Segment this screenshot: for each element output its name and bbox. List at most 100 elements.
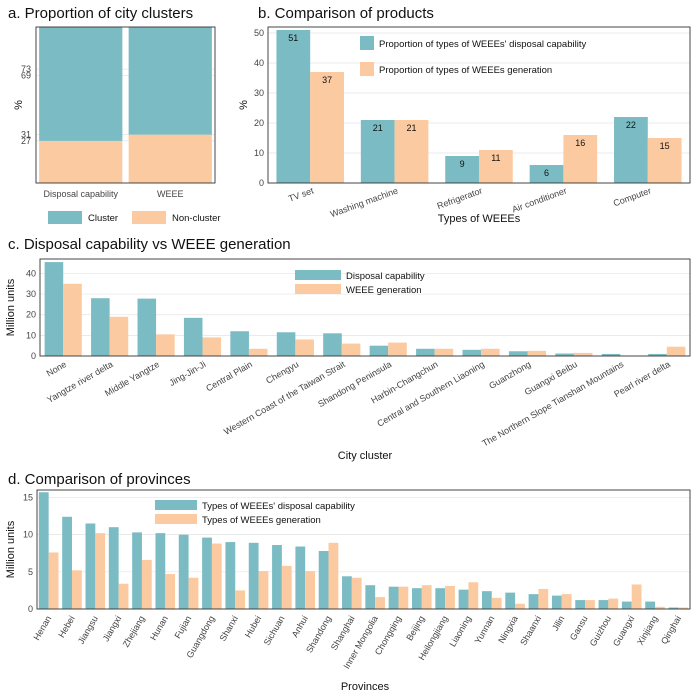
panel-d-bar-generation bbox=[141, 559, 152, 609]
panel-d-bar-disposal bbox=[295, 546, 306, 609]
panel-c-bar-disposal bbox=[601, 353, 621, 356]
panel-b-xtick-label: Washing machine bbox=[329, 185, 399, 219]
panel-d-xtick-label: Ningxia bbox=[496, 614, 520, 645]
panel-d-ytick-label: 0 bbox=[28, 604, 33, 614]
panel-b-bar-disposal bbox=[614, 117, 648, 183]
panel-d-bar-disposal bbox=[481, 591, 492, 609]
panel-a-bar-noncluster bbox=[39, 140, 123, 183]
panel-a-legend-label-noncluster: Non-cluster bbox=[172, 213, 221, 224]
panel-b-bar-generation bbox=[563, 135, 598, 183]
panel-d-bar-generation bbox=[468, 582, 479, 609]
panel-b-xtick-label: TV set bbox=[287, 185, 315, 203]
panel-d-xtick-label: Henan bbox=[31, 614, 53, 642]
panel-d-xtick-label: Fujian bbox=[172, 614, 193, 640]
panel-d-bar-generation bbox=[608, 598, 619, 609]
panel-a-ytick-label: 31 bbox=[21, 130, 31, 140]
panel-d-legend-label-disposal: Types of WEEEs' disposal capability bbox=[202, 501, 355, 512]
panel-d-bar-disposal bbox=[365, 585, 376, 609]
panel-b-legend-swatch-disposal bbox=[360, 36, 374, 50]
panel-c-bar-disposal bbox=[323, 333, 342, 356]
panel-a-legend-label-cluster: Cluster bbox=[88, 213, 118, 224]
panel-d-xtick-label: Anhui bbox=[290, 614, 310, 639]
panel-c-bar-disposal bbox=[44, 262, 64, 356]
panel-a-ytick-label: 27 bbox=[21, 136, 31, 146]
panel-d-ytick-label: 15 bbox=[23, 492, 33, 502]
panel-d-bar-generation bbox=[561, 594, 572, 609]
panel-b-ytick-label: 30 bbox=[254, 88, 264, 98]
panel-d-bar-generation bbox=[258, 571, 269, 609]
panel-d-xtick-label: Shaanxi bbox=[518, 614, 543, 647]
panel-b-data-label: 51 bbox=[288, 33, 298, 43]
panel-d-xlabel: Provinces bbox=[341, 681, 390, 693]
panel-d-bar-generation bbox=[351, 577, 362, 609]
panel-d-legend-label-generation: Types of WEEEs generation bbox=[202, 515, 321, 526]
panel-a-bar-cluster bbox=[39, 27, 123, 141]
panel-b-bar-generation bbox=[647, 138, 682, 183]
panel-d-bar-disposal bbox=[38, 492, 49, 609]
panel-b-xtick-label: Computer bbox=[612, 185, 653, 208]
panel-d-ylabel: Million units bbox=[5, 520, 17, 578]
panel-c-legend-swatch-disposal bbox=[295, 270, 341, 280]
panel-b-xtick-label: Refrigerator bbox=[436, 185, 484, 211]
panel-d-xtick-label: Qinghai bbox=[659, 614, 683, 646]
panel-c-xtick-label: Central Plain bbox=[204, 359, 254, 393]
panel-c-title: c. Disposal capability vs WEEE generatio… bbox=[8, 236, 291, 253]
panel-b-data-label: 37 bbox=[322, 75, 332, 85]
panel-d-bar-generation bbox=[328, 542, 339, 609]
panel-b-bar-generation bbox=[479, 150, 513, 183]
panel-b-legend-label-disposal: Proportion of types of WEEEs' disposal c… bbox=[379, 39, 586, 50]
panel-b-bar-generation bbox=[310, 72, 344, 183]
panel-c-legend-label-disposal: Disposal capability bbox=[346, 271, 425, 282]
panel-c-bar-generation bbox=[156, 334, 175, 356]
panel-a-legend-swatch-noncluster bbox=[132, 211, 166, 224]
panel-c-ytick-label: 20 bbox=[26, 310, 36, 320]
panel-b-bar-disposal bbox=[360, 120, 395, 183]
panel-d-bar-generation bbox=[118, 583, 129, 609]
panel-b-bar-disposal bbox=[445, 156, 479, 183]
panel-a-ytick-label: 73 bbox=[21, 64, 31, 74]
panel-c-bar-generation bbox=[63, 283, 82, 356]
panel-b-ytick-label: 10 bbox=[254, 148, 264, 158]
panel-d-bar-disposal bbox=[202, 537, 212, 609]
panel-b-data-label: 16 bbox=[575, 138, 585, 148]
panel-d-bar-generation bbox=[538, 588, 549, 609]
panel-a-xtick-label: WEEE bbox=[157, 189, 184, 199]
panel-d-bar-disposal bbox=[668, 607, 679, 609]
panel-a-legend-swatch-cluster bbox=[48, 211, 82, 224]
panel-c-ytick-label: 0 bbox=[31, 351, 36, 361]
panel-d-xtick-label: Jilin bbox=[550, 614, 566, 632]
panel-d-legend-swatch-disposal bbox=[155, 500, 197, 510]
panel-c-bar-disposal bbox=[508, 351, 528, 356]
panel-d-bar-generation bbox=[188, 577, 199, 609]
panel-d-bar-disposal bbox=[598, 600, 609, 609]
panel-b-data-label: 15 bbox=[660, 141, 670, 151]
panel-c-bar-disposal bbox=[230, 331, 249, 356]
panel-d-xtick-label: Shanxi bbox=[218, 614, 240, 643]
panel-d-bar-generation bbox=[235, 590, 246, 609]
panel-a-ytick-label: 69 bbox=[21, 70, 31, 80]
panel-c-bar-generation bbox=[248, 348, 268, 356]
panel-c-bar-disposal bbox=[369, 345, 389, 356]
panel-c-bar-generation bbox=[434, 348, 454, 356]
panel-c-xlabel: City cluster bbox=[338, 450, 393, 462]
panel-d-bar-generation bbox=[71, 570, 82, 609]
panel-b-data-label: 9 bbox=[460, 159, 465, 169]
panel-b-bar-disposal bbox=[529, 165, 564, 183]
panel-b-data-label: 22 bbox=[626, 120, 636, 130]
panel-d-bar-generation bbox=[631, 584, 642, 609]
panel-d-xtick-label: Guizhou bbox=[588, 614, 613, 648]
panel-d-bar-generation bbox=[445, 585, 455, 609]
panel-d-bar-disposal bbox=[108, 527, 119, 609]
panel-d-bar-disposal bbox=[272, 545, 282, 609]
panel-d-bar-disposal bbox=[85, 523, 96, 609]
panel-d-bar-generation bbox=[655, 606, 665, 609]
panel-d-ytick-label: 5 bbox=[28, 567, 33, 577]
panel-d-bar-generation bbox=[398, 586, 409, 609]
panel-b-frame bbox=[267, 26, 691, 184]
panel-d-bar-disposal bbox=[225, 542, 236, 609]
panel-d-bar-generation bbox=[515, 603, 525, 609]
panel-b-xtick-label: Air conditioner bbox=[511, 185, 568, 214]
panel-d-bar-generation bbox=[281, 565, 292, 609]
panel-c-legend-label-generation: WEEE generation bbox=[346, 285, 422, 296]
panel-c-bar-generation bbox=[573, 352, 593, 356]
